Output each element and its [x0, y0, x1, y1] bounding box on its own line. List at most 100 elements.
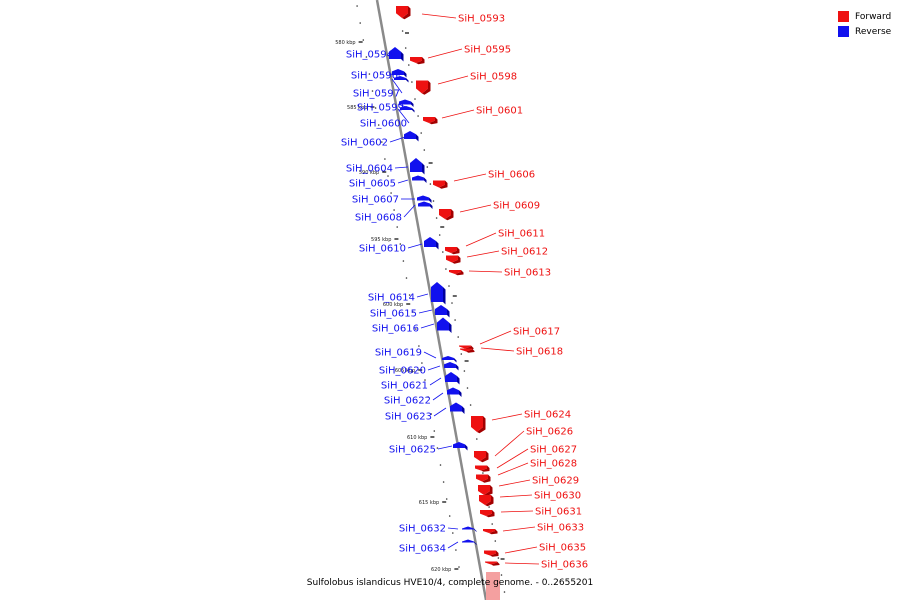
gene-label[interactable]: SiH_0600 [360, 119, 407, 130]
track-dot [399, 243, 402, 245]
gene-label[interactable]: SiH_0599 [357, 103, 404, 114]
gene-label[interactable]: SiH_0632 [399, 524, 446, 535]
gene-label[interactable]: SiH_0629 [532, 476, 579, 487]
gene-label[interactable]: SiH_0621 [381, 381, 428, 392]
genome-caption: Sulfolobus islandicus HVE10/4, complete … [306, 578, 594, 588]
track-dot [488, 506, 490, 508]
gene-label[interactable]: SiH_0622 [384, 396, 431, 407]
scale-tick-label: 605 kbp [395, 368, 415, 374]
gene-sih_0616-glyph [437, 317, 452, 333]
gene-sih_0620-glyph [444, 362, 459, 371]
track-dot [503, 591, 506, 593]
gene-label[interactable]: SiH_0635 [539, 543, 586, 554]
scale-tick-label: 595 kbp [371, 237, 391, 243]
track-dot [404, 47, 407, 49]
track-dot [436, 447, 439, 449]
track-dot [463, 370, 466, 372]
gene-label[interactable]: SiH_0628 [530, 459, 577, 470]
track-dot [469, 404, 472, 406]
gene-label[interactable]: SiH_0618 [516, 347, 563, 358]
gene-label[interactable]: SiH_0624 [524, 410, 571, 421]
scale-tick-label: 615 kbp [419, 500, 439, 506]
legend-reverse: Reverse [838, 24, 891, 39]
scale-tick-label: 590 kbp [359, 170, 379, 176]
gene-label[interactable]: SiH_0598 [470, 72, 517, 83]
gene-label[interactable]: SiH_0611 [498, 229, 545, 240]
label-leader [416, 293, 429, 298]
gene-sih_0600-glyph [400, 106, 415, 113]
gene-sih_0596-glyph [392, 69, 407, 78]
gene-label[interactable]: SiH_0630 [534, 491, 581, 502]
legend-forward-label: Forward [855, 11, 892, 22]
gene-label[interactable]: SiH_0614 [368, 293, 415, 304]
track-dot [427, 396, 429, 398]
gene-label[interactable]: SiH_0610 [359, 244, 406, 255]
gene-sih_0604-glyph [410, 158, 425, 175]
gene-sih_0618-glyph [460, 348, 475, 353]
gene-label[interactable]: SiH_0627 [530, 445, 577, 456]
gene-label[interactable]: SiH_0631 [535, 507, 582, 518]
gene-sih_0629-glyph [478, 485, 493, 497]
gene-label[interactable]: SiH_0626 [526, 427, 573, 438]
legend-forward: Forward [838, 9, 891, 24]
gene-label[interactable]: SiH_0633 [537, 523, 584, 534]
label-leader [494, 430, 525, 457]
gene-label[interactable]: SiH_0606 [488, 170, 535, 181]
scale-tick-label: 610 kbp [407, 435, 427, 441]
track-dot [408, 64, 410, 66]
gene-sih_0627-glyph [475, 465, 490, 472]
gene-label[interactable]: SiH_0619 [375, 348, 422, 359]
gene-label[interactable]: SiH_0615 [370, 309, 417, 320]
gene-label[interactable]: SiH_0594 [346, 50, 393, 61]
gene-label[interactable]: SiH_0596 [351, 71, 398, 82]
gene-label[interactable]: SiH_0595 [464, 45, 511, 56]
gene-label[interactable]: SiH_0607 [352, 195, 399, 206]
track-dot [454, 319, 456, 321]
gene-sih_0625-glyph [453, 442, 468, 451]
gene-label[interactable]: SiH_0608 [355, 213, 402, 224]
gene-label[interactable]: SiH_0617 [513, 327, 560, 338]
track-dot [458, 566, 460, 568]
gene-sih_0636-glyph [485, 561, 500, 566]
gene-label[interactable]: SiH_0604 [346, 164, 393, 175]
label-leader [491, 413, 523, 421]
gene-sih_0612-glyph [446, 255, 461, 264]
gene-label[interactable]: SiH_0616 [372, 324, 419, 335]
track-dot [420, 132, 423, 134]
gene-label[interactable]: SiH_0597 [353, 89, 400, 100]
track-dot [408, 294, 411, 296]
label-leader [397, 103, 407, 108]
forward-swatch [838, 11, 849, 22]
gene-label[interactable]: SiH_0625 [389, 445, 436, 456]
track-dot [461, 583, 463, 585]
track-dot [426, 166, 429, 168]
gene-sih_0593-glyph [396, 6, 411, 20]
gene-label[interactable]: SiH_0602 [341, 138, 388, 149]
gene-sih_0608-glyph [418, 201, 433, 209]
gene-label[interactable]: SiH_0613 [504, 268, 551, 279]
gene-label[interactable]: SiH_0636 [541, 560, 588, 571]
label-leader [432, 392, 444, 401]
gene-labels: SiH_0593 SiH_0594 SiH_0595 SiH_0596 SiH_0597… [341, 14, 588, 571]
gene-label[interactable]: SiH_0601 [476, 106, 523, 117]
track-dot [396, 226, 399, 228]
gene-label[interactable]: SiH_0623 [385, 412, 432, 423]
gene-label[interactable]: SiH_0634 [399, 544, 446, 555]
gene-label[interactable]: SiH_0593 [458, 14, 505, 25]
gene-sih_0619-glyph [442, 356, 457, 363]
gene-label[interactable]: SiH_0612 [501, 247, 548, 258]
label-leader [407, 243, 423, 249]
partial-gene-glyph [486, 572, 500, 600]
track-dot [476, 438, 478, 440]
gene-label[interactable]: SiH_0609 [493, 201, 540, 212]
label-leader [447, 527, 459, 530]
gene-sih_0606-glyph [433, 180, 448, 189]
track-dot [466, 387, 469, 389]
track-dot [384, 158, 386, 160]
gene-label[interactable]: SiH_0605 [349, 179, 396, 190]
label-leader [387, 53, 396, 57]
label-leader [389, 136, 406, 143]
gene-label[interactable]: SiH_0620 [379, 366, 426, 377]
label-leader [441, 109, 475, 119]
track-dot [418, 345, 420, 347]
